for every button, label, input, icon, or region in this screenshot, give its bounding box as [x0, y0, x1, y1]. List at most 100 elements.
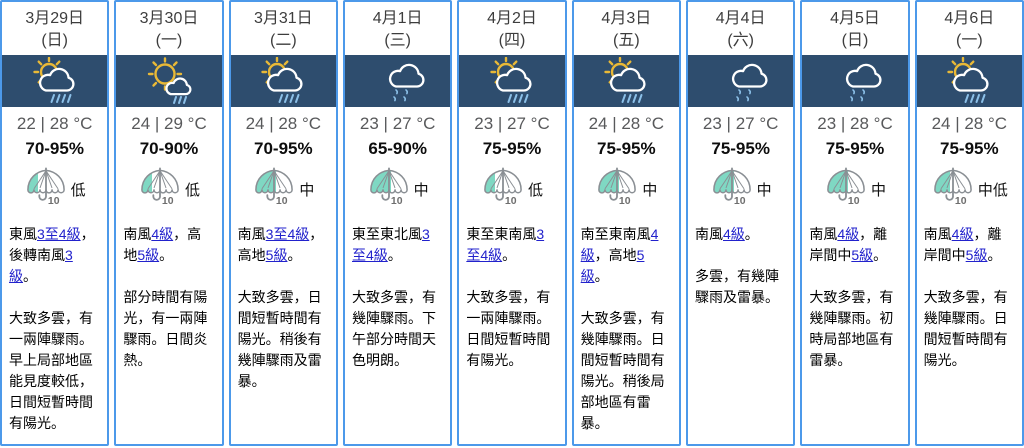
temperature-range: 22 | 28 °C — [16, 114, 93, 134]
forecast-texts: 東至東南風3至4級。 大致多雲，有一兩陣驟雨。日間短暫時間有陽光。 — [459, 210, 564, 379]
forecast-day-card: 4月1日 (三) 23 | 27 °C 65-90% — [343, 0, 453, 446]
wind-force-link[interactable]: 3級 — [9, 247, 73, 285]
sun-few-showers-icon — [138, 57, 200, 105]
date-header: 4月4日 (六) — [688, 2, 793, 55]
forecast-texts: 東風3至4級，後轉南風3級。 大致多雲，有一兩陣驟雨。早上局部地區能見度較低，日… — [2, 210, 107, 442]
wind-force-link[interactable]: 3至4級 — [466, 226, 545, 264]
wind-text: 南至東南風4級，高地5級。 — [580, 226, 659, 285]
forecast-day-card: 4月4日 (六) 23 | 27 °C 75-95% — [686, 0, 796, 446]
rain-probability-row: 10 中 — [345, 167, 450, 212]
humidity-range: 75-95% — [940, 139, 999, 159]
rain-probability-row: 10 低 — [116, 167, 221, 212]
wind-force-link[interactable]: 5級 — [851, 247, 874, 264]
forecast-texts: 南風4級，離岸間中5級。 大致多雲，有幾陣驟雨。日間短暫時間有陽光。 — [917, 210, 1022, 379]
wind-force-link[interactable]: 5級 — [137, 247, 160, 264]
psr-umbrella-icon: 10 — [931, 167, 975, 212]
weather-description: 大致多雲，有幾陣驟雨。初時局部地區有雷暴。 — [809, 289, 894, 369]
psr-level-label: 中 — [642, 181, 658, 199]
psr-umbrella-icon: 10 — [710, 167, 754, 212]
humidity-range: 70-90% — [139, 139, 199, 159]
wind-force-link[interactable]: 5級 — [580, 247, 645, 285]
humidity-range: 65-90% — [368, 139, 427, 159]
rain-probability-row: 10 中 — [688, 167, 793, 212]
date-text: 4月1日 — [372, 10, 423, 27]
psr-level-label: 低 — [184, 181, 200, 199]
weekday-text: (六) — [727, 31, 754, 49]
sun-cloud-rain-icon — [595, 57, 657, 105]
date-header: 3月31日 (二) — [231, 2, 336, 55]
weather-icon-band — [345, 55, 451, 108]
weather-icon-band — [573, 55, 679, 108]
weekday-text: (四) — [498, 31, 526, 49]
psr-umbrella-icon: 10 — [367, 167, 411, 212]
rain-probability-row: 10 中 — [231, 167, 336, 212]
svg-text:10: 10 — [48, 196, 60, 207]
date-header: 4月5日 (日) — [802, 2, 907, 55]
date-header: 4月1日 (三) — [345, 2, 450, 55]
weather-description: 大致多雲，有幾陣驟雨。日間短暫時間有陽光。稍後局部地區有雷暴。 — [580, 310, 665, 432]
temperature-range: 24 | 28 °C — [588, 114, 665, 134]
weekday-text: (日) — [41, 31, 68, 49]
wind-text: 南風4級，高地5級。 — [123, 226, 202, 264]
temperature-range: 23 | 27 °C — [359, 114, 436, 134]
date-header: 4月3日 (五) — [574, 2, 679, 55]
date-text: 4月2日 — [487, 10, 537, 27]
wind-force-link[interactable]: 5級 — [965, 247, 988, 264]
psr-level-label: 低 — [70, 181, 86, 199]
psr-level-label: 中 — [870, 181, 886, 199]
wind-force-link[interactable]: 5級 — [265, 247, 288, 264]
weekday-text: (三) — [384, 31, 411, 49]
sun-cloud-rain-icon — [24, 57, 86, 105]
wind-force-link[interactable]: 4級 — [580, 226, 659, 264]
psr-level-label: 低 — [527, 181, 543, 199]
weekday-text: (五) — [612, 31, 640, 49]
wind-force-link[interactable]: 3至4級 — [352, 226, 430, 264]
temperature-range: 24 | 29 °C — [131, 114, 207, 134]
date-text: 3月29日 — [25, 10, 85, 27]
date-header: 3月30日 (一) — [116, 2, 221, 55]
svg-text:10: 10 — [276, 196, 288, 207]
weather-description: 大致多雲，有幾陣驟雨。日間短暫時間有陽光。 — [923, 289, 1008, 369]
wind-force-link[interactable]: 3至4級 — [265, 226, 310, 243]
weather-description: 部分時間有陽光，有一兩陣驟雨。日間炎熱。 — [123, 289, 208, 369]
date-header: 4月6日 (一) — [917, 2, 1022, 55]
psr-level-label: 中 — [413, 181, 429, 199]
forecast-day-card: 4月5日 (日) 23 | 28 °C 75-95% — [800, 0, 910, 446]
wind-force-link[interactable]: 4級 — [837, 226, 860, 243]
forecast-texts: 南至東南風4級，高地5級。 大致多雲，有幾陣驟雨。日間短暫時間有陽光。稍後局部地… — [574, 210, 679, 442]
svg-text:10: 10 — [391, 196, 403, 207]
forecast-texts: 東至東北風3至4級。 大致多雲，有幾陣驟雨。下午部分時間天色明朗。 — [345, 210, 450, 379]
svg-text:10: 10 — [734, 196, 746, 207]
cloud-drizzle-icon — [367, 57, 429, 105]
wind-force-link[interactable]: 4級 — [951, 226, 974, 243]
temperature-range: 23 | 27 °C — [474, 114, 550, 134]
wind-text: 東至東北風3至4級。 — [352, 226, 430, 264]
date-header: 4月2日 (四) — [459, 2, 564, 55]
forecast-texts: 南風4級，離岸間中5級。 大致多雲，有幾陣驟雨。初時局部地區有雷暴。 — [802, 210, 907, 379]
forecast-texts: 南風3至4級，高地5級。 大致多雲，日間短暫時間有陽光。稍後有幾陣驟雨及雷暴。 — [231, 210, 336, 400]
svg-text:10: 10 — [619, 196, 631, 207]
psr-umbrella-icon: 10 — [595, 167, 639, 212]
humidity-range: 75-95% — [482, 139, 542, 159]
svg-text:10: 10 — [505, 196, 517, 207]
weather-description: 多雲，有幾陣驟雨及雷暴。 — [695, 268, 779, 306]
wind-text: 南風4級，離岸間中5級。 — [809, 226, 888, 264]
psr-umbrella-icon: 10 — [252, 167, 296, 212]
psr-level-label: 中 — [756, 181, 772, 199]
date-text: 4月5日 — [830, 10, 880, 27]
psr-umbrella-icon: 10 — [24, 167, 68, 212]
weather-description: 大致多雲，日間短暫時間有陽光。稍後有幾陣驟雨及雷暴。 — [237, 289, 322, 390]
wind-force-link[interactable]: 4級 — [723, 226, 745, 243]
cloud-drizzle-icon — [710, 57, 772, 105]
wind-text: 南風4級，離岸間中5級。 — [923, 226, 1002, 264]
forecast-day-card: 3月31日 (二) 24 | 28 °C 70-95% — [228, 0, 338, 446]
psr-umbrella-icon: 10 — [138, 167, 182, 212]
psr-umbrella-icon: 10 — [824, 167, 868, 212]
wind-force-link[interactable]: 4級 — [151, 226, 174, 243]
weekday-text: (二) — [269, 31, 297, 49]
wind-force-link[interactable]: 3至4級 — [37, 226, 81, 243]
weekday-text: (日) — [841, 31, 869, 49]
rain-probability-row: 10 中 — [574, 167, 679, 212]
date-text: 3月31日 — [253, 10, 313, 27]
